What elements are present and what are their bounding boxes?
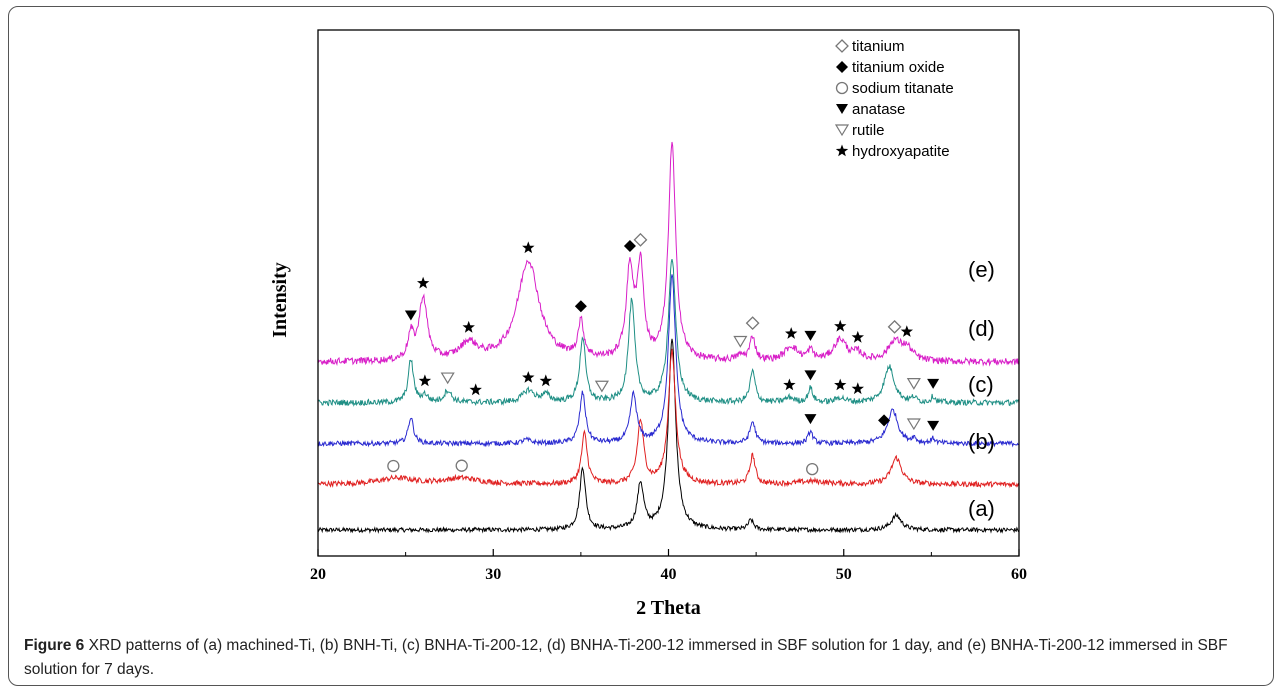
- marker-star-e-3: [522, 241, 535, 254]
- legend-marker-3: [836, 104, 848, 114]
- legend-marker-1: [836, 61, 848, 73]
- y-axis-title: Intensity: [269, 262, 291, 338]
- marker-open-triangle-down-d-1: [440, 372, 455, 385]
- marker-star-d-8: [834, 378, 847, 391]
- marker-star-e-9: [785, 327, 798, 339]
- legend-label-2: sodium titanate: [852, 80, 954, 97]
- x-tick-label-4: 60: [1011, 566, 1027, 583]
- marker-star-d-3: [522, 371, 535, 383]
- legend-label-5: hydroxyapatite: [852, 143, 950, 160]
- x-axis: 20 30 40 50 60: [310, 549, 1027, 583]
- x-tick-label-0: 20: [310, 566, 326, 583]
- x-tick-label-2: 40: [661, 566, 677, 583]
- marker-star-e-11: [834, 319, 847, 332]
- legend-marker-5: [835, 144, 849, 157]
- marker-open-triangle-down-c-2: [906, 418, 921, 431]
- series-label-0: (a): [968, 496, 995, 521]
- marker-star-d-2: [469, 383, 482, 396]
- marker-open-triangle-down-d-5: [594, 380, 609, 393]
- caption-text: XRD patterns of (a) machined-Ti, (b) BNH…: [24, 637, 1228, 678]
- annotation-markers: [387, 232, 940, 476]
- series-label-3: (d): [968, 316, 995, 341]
- marker-filled-diamond-c-1: [878, 414, 891, 427]
- marker-open-circle-b-0: [387, 459, 400, 473]
- marker-filled-triangle-down-e-1: [404, 310, 417, 321]
- xrd-chart: 20 30 40 50 60 2 Theta Intensity titaniumtit…: [269, 29, 1027, 619]
- marker-open-diamond-e-13: [887, 319, 902, 334]
- series-labels: (a) (b) (c) (d) (e): [968, 257, 995, 521]
- figure-caption: Figure 6 XRD patterns of (a) machined-Ti…: [24, 634, 1264, 682]
- series-label-4: (e): [968, 257, 995, 282]
- x-tick-label-3: 50: [836, 566, 852, 583]
- marker-star-e-0: [417, 276, 430, 289]
- marker-star-d-0: [418, 374, 432, 387]
- marker-filled-triangle-down-d-11: [927, 378, 940, 389]
- legend-label-4: rutile: [852, 122, 885, 139]
- marker-star-e-12: [851, 330, 864, 343]
- marker-filled-triangle-down-e-10: [804, 330, 817, 341]
- marker-open-circle-b-1: [455, 459, 468, 472]
- legend: titanium titanium oxide sodium titanate ana…: [834, 38, 954, 160]
- marker-filled-triangle-down-c-3: [927, 420, 940, 431]
- marker-filled-triangle-down-d-7: [804, 370, 817, 381]
- marker-star-d-4: [539, 374, 552, 387]
- legend-label-1: titanium oxide: [852, 59, 945, 76]
- figure-frame: [8, 6, 1274, 686]
- marker-filled-triangle-down-c-0: [804, 414, 817, 425]
- series-layer: [318, 141, 1019, 534]
- marker-star-e-14: [900, 325, 913, 337]
- series-line-2: [318, 274, 1019, 448]
- marker-open-circle-b-2: [806, 462, 819, 476]
- legend-marker-4: [834, 124, 850, 137]
- legend-label-0: titanium: [852, 38, 905, 55]
- legend-label-3: anatase: [852, 101, 905, 118]
- marker-open-diamond-e-8: [745, 316, 760, 331]
- caption-figure-number: Figure 6: [24, 637, 85, 654]
- marker-open-triangle-down-d-10: [906, 378, 921, 390]
- series-label-1: (b): [968, 429, 995, 454]
- series-line-3: [318, 258, 1019, 407]
- x-axis-title: 2 Theta: [636, 597, 701, 619]
- marker-star-d-6: [783, 378, 796, 391]
- x-tick-label-1: 30: [485, 566, 501, 583]
- marker-star-e-2: [462, 320, 475, 333]
- legend-marker-2: [835, 81, 849, 95]
- marker-star-d-9: [851, 382, 864, 395]
- plot-area-frame: [317, 29, 1020, 557]
- marker-open-triangle-down-e-7: [733, 335, 748, 348]
- series-label-2: (c): [968, 372, 994, 397]
- marker-filled-diamond-e-4: [574, 300, 587, 313]
- legend-marker-0: [835, 39, 849, 53]
- marker-open-diamond-e-6: [633, 232, 648, 247]
- series-line-1: [318, 348, 1019, 489]
- series-line-4: [318, 141, 1019, 367]
- marker-filled-diamond-e-5: [623, 239, 636, 252]
